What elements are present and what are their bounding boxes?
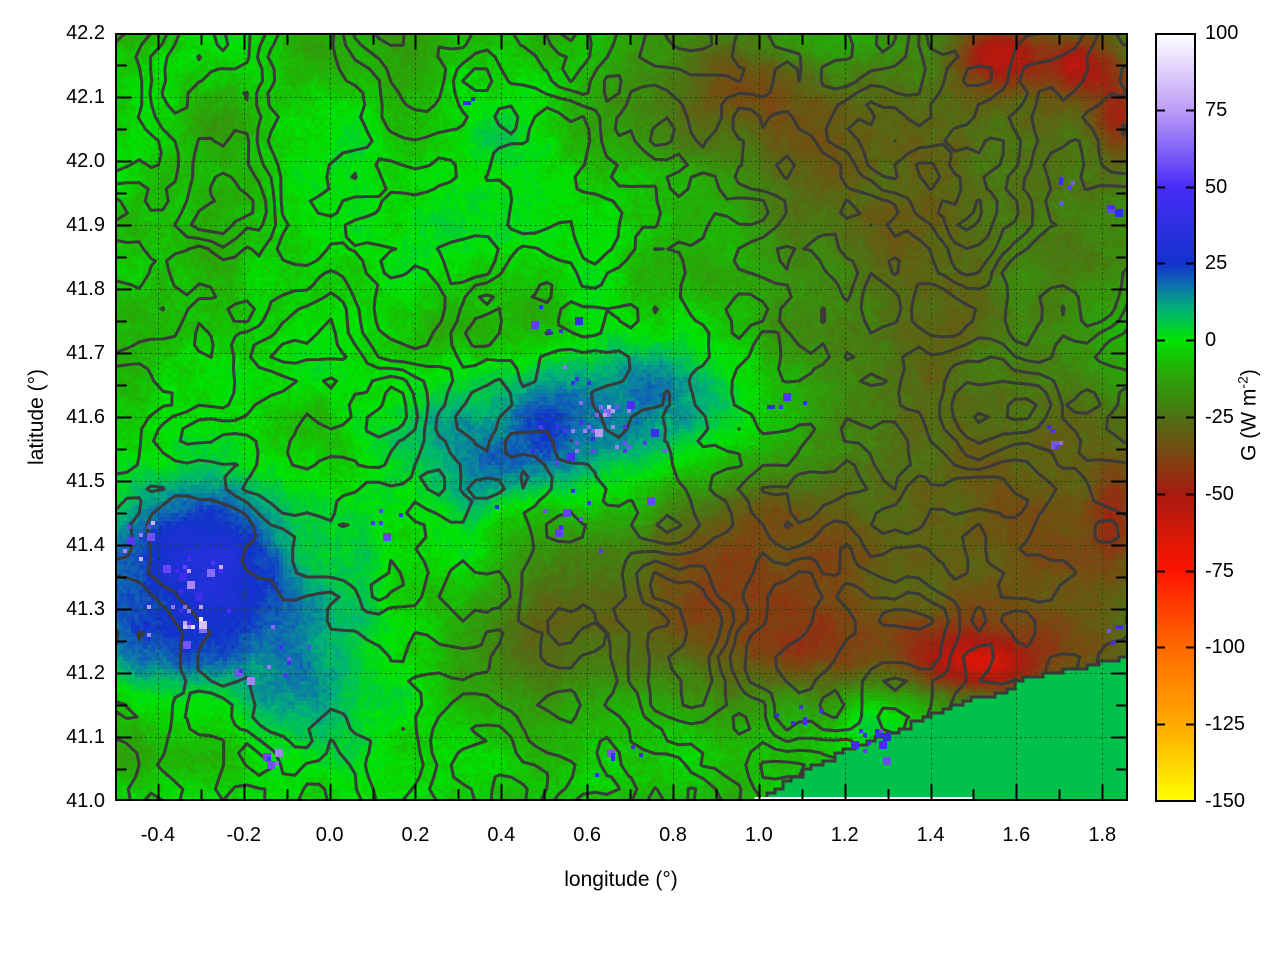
- heatmap-canvas: [115, 33, 1128, 801]
- x-tick-label: 1.8: [1088, 824, 1117, 846]
- y-tick-label: 41.6: [66, 406, 105, 428]
- x-tick-label: 0.6: [573, 824, 602, 846]
- x-tick-label: 0.4: [487, 824, 516, 846]
- colorbar-tick-label: 100: [1205, 22, 1239, 44]
- colorbar-canvas: [1155, 33, 1196, 802]
- colorbar-label-exponent: -2: [1234, 376, 1251, 389]
- x-tick-label: 1.0: [744, 824, 773, 846]
- colorbar-label-suffix: ): [1237, 369, 1261, 377]
- x-tick-label: 0.8: [659, 824, 687, 846]
- y-tick-label: 41.9: [66, 214, 105, 236]
- colorbar-tick-label: 0: [1205, 329, 1217, 352]
- colorbar-tick-label: -150: [1205, 790, 1246, 812]
- y-tick-label: 41.8: [66, 278, 105, 300]
- colorbar-tick-label: -125: [1205, 713, 1246, 736]
- y-tick-label: 41.5: [66, 470, 105, 492]
- colorbar-tick-label: -25: [1205, 406, 1234, 428]
- colorbar-tick-label: -75: [1205, 559, 1234, 582]
- y-tick-label: 41.2: [66, 662, 105, 684]
- y-tick-label: 41.3: [66, 598, 105, 620]
- colorbar-tick-label: 50: [1205, 175, 1228, 198]
- x-tick-label: 0.2: [401, 824, 430, 846]
- y-tick-label: 42.2: [66, 22, 105, 44]
- colorbar-tick-label: 25: [1205, 252, 1228, 275]
- x-tick-label: -0.2: [226, 824, 261, 846]
- x-axis-label: longitude (°): [564, 868, 678, 891]
- colorbar-tick-label: -50: [1205, 482, 1234, 505]
- y-tick-label: 41.4: [66, 534, 105, 556]
- colorbar-tick-label: -100: [1205, 636, 1246, 659]
- y-tick-label: 41.1: [66, 726, 105, 748]
- y-tick-label: 41.7: [66, 342, 105, 364]
- x-tick-label: 1.6: [1002, 824, 1031, 846]
- colorbar-tick-label: 75: [1205, 98, 1228, 121]
- x-tick-label: -0.4: [140, 824, 176, 846]
- x-tick-label: 1.4: [916, 824, 945, 846]
- x-tick-label: 1.2: [830, 824, 859, 846]
- x-tick-label: 0.0: [315, 824, 344, 846]
- y-tick-label: 41.0: [66, 790, 105, 812]
- y-tick-label: 42.1: [66, 86, 105, 108]
- y-tick-label: 42.0: [66, 150, 105, 172]
